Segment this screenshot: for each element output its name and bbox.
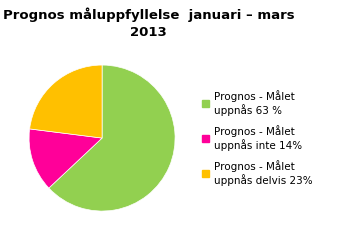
Wedge shape [30,65,102,138]
Wedge shape [29,129,102,188]
Text: Prognos måluppfyllelse  januari – mars
2013: Prognos måluppfyllelse januari – mars 20… [3,7,294,39]
Legend: Prognos - Målet
uppnås 63 %, Prognos - Målet
uppnås inte 14%, Prognos - Målet
up: Prognos - Målet uppnås 63 %, Prognos - M… [202,90,312,186]
Wedge shape [49,65,175,211]
